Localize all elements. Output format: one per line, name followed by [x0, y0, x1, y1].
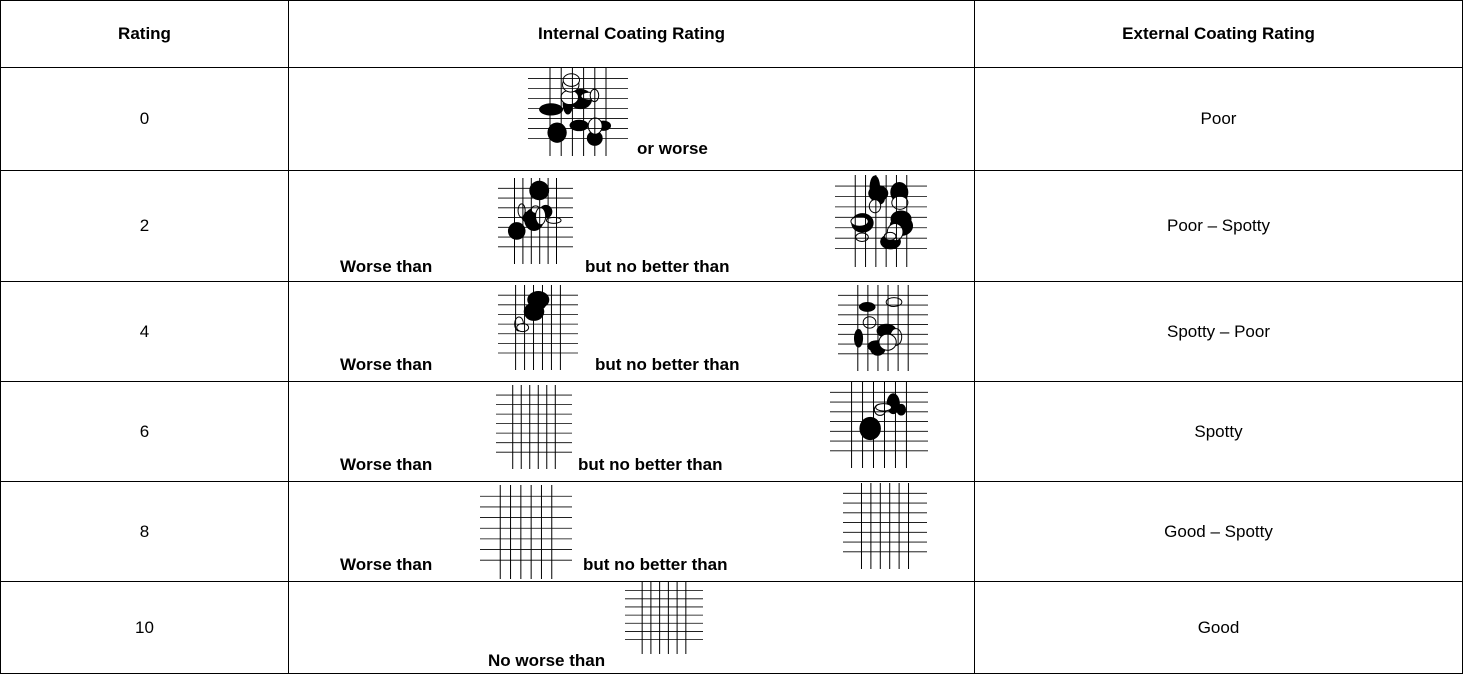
header-cell: Internal Coating Rating	[288, 0, 975, 68]
external-cell: Good	[974, 581, 1463, 674]
crosshatch-icon	[480, 485, 572, 579]
page: RatingInternal Coating RatingExternal Co…	[0, 0, 1465, 675]
rating-cell: 8	[0, 481, 289, 582]
header-cell: External Coating Rating	[974, 0, 1463, 68]
internal-text: Worse than	[340, 556, 432, 573]
crosshatch-icon	[843, 483, 927, 569]
internal-text: Worse than	[340, 356, 432, 373]
internal-text: or worse	[637, 140, 708, 157]
internal-text: but no better than	[578, 456, 722, 473]
internal-text: Worse than	[340, 456, 432, 473]
rating-cell: 4	[0, 281, 289, 382]
rating-cell: 6	[0, 381, 289, 482]
crosshatch-icon	[496, 385, 572, 469]
external-cell: Poor	[974, 67, 1463, 171]
header-cell: Rating	[0, 0, 289, 68]
internal-text: but no better than	[583, 556, 727, 573]
internal-text: but no better than	[585, 258, 729, 275]
crosshatch-icon	[830, 382, 928, 468]
external-cell: Poor – Spotty	[974, 170, 1463, 282]
rating-cell: 2	[0, 170, 289, 282]
internal-text: No worse than	[488, 652, 605, 669]
external-cell: Spotty	[974, 381, 1463, 482]
internal-cell	[288, 67, 975, 171]
internal-text: Worse than	[340, 258, 432, 275]
rating-cell: 10	[0, 581, 289, 674]
crosshatch-icon	[528, 68, 628, 156]
internal-text: but no better than	[595, 356, 739, 373]
crosshatch-icon	[625, 582, 703, 654]
crosshatch-icon	[498, 285, 578, 370]
crosshatch-icon	[838, 285, 928, 371]
external-cell: Spotty – Poor	[974, 281, 1463, 382]
crosshatch-icon	[498, 178, 573, 264]
crosshatch-icon	[835, 175, 927, 267]
external-cell: Good – Spotty	[974, 481, 1463, 582]
rating-cell: 0	[0, 67, 289, 171]
